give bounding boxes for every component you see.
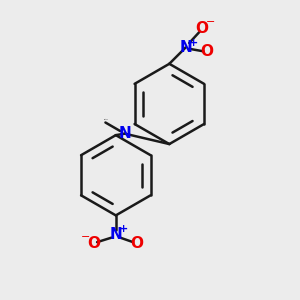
Text: O: O: [200, 44, 213, 59]
Text: N: N: [179, 40, 192, 55]
Text: +: +: [118, 224, 128, 234]
Text: −: −: [80, 232, 90, 242]
Text: +: +: [188, 38, 198, 48]
Text: −: −: [206, 17, 215, 27]
Text: N: N: [118, 126, 131, 141]
Text: methyl: methyl: [104, 118, 109, 119]
Text: O: O: [87, 236, 100, 251]
Text: O: O: [196, 21, 208, 36]
Text: N: N: [110, 227, 122, 242]
Text: O: O: [130, 236, 143, 251]
